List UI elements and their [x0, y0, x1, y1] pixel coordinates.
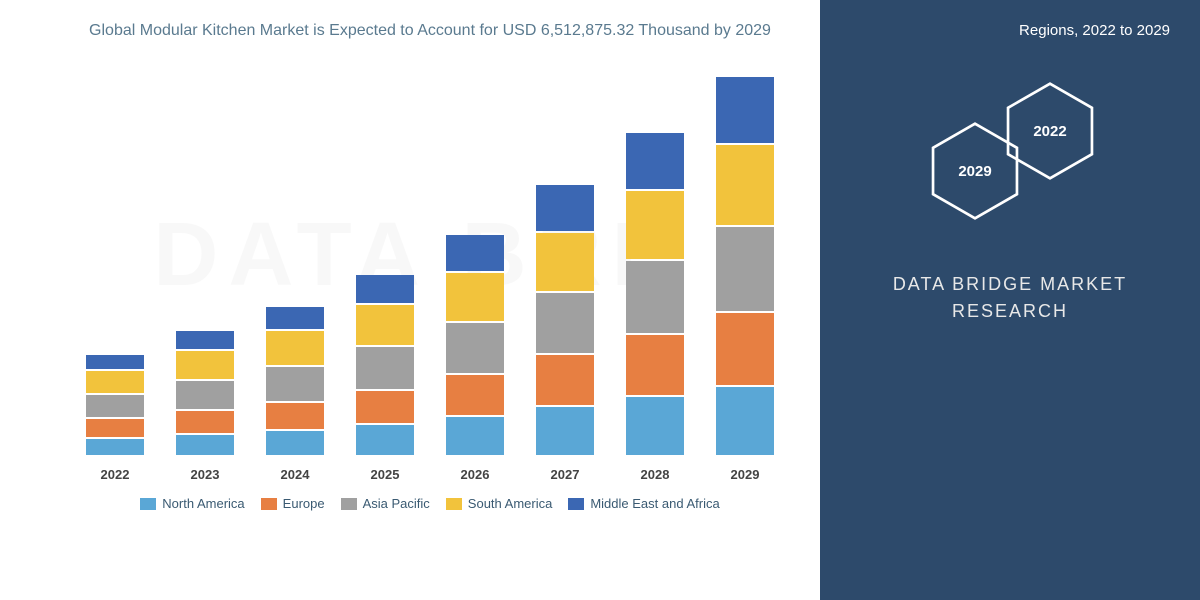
x-axis-label: 2028 [641, 467, 670, 482]
legend-swatch [446, 498, 462, 510]
stacked-bar [176, 331, 234, 457]
bar-segment [86, 395, 144, 417]
bar-segment [266, 367, 324, 401]
bar-group: 2027 [535, 185, 595, 482]
legend-swatch [261, 498, 277, 510]
stacked-bar [536, 185, 594, 457]
bar-segment [716, 145, 774, 225]
bar-segment [536, 233, 594, 291]
bar-segment [266, 331, 324, 365]
bar-segment [626, 335, 684, 395]
bar-segment [356, 275, 414, 303]
bar-group: 2025 [355, 275, 415, 482]
legend-label: North America [162, 496, 244, 511]
hexagon-group: 2029 2022 [910, 81, 1110, 241]
bar-group: 2023 [175, 331, 235, 482]
bar-segment [446, 273, 504, 321]
x-axis-label: 2029 [731, 467, 760, 482]
chart-title: Global Modular Kitchen Market is Expecte… [60, 20, 800, 42]
brand-title: DATA BRIDGE MARKET RESEARCH [850, 271, 1170, 325]
x-axis-label: 2022 [101, 467, 130, 482]
legend-item: Asia Pacific [341, 496, 430, 511]
bar-segment [446, 235, 504, 271]
legend: North America Europe Asia Pacific South Ame… [60, 496, 800, 511]
bar-segment [176, 411, 234, 433]
stacked-bar [626, 133, 684, 457]
bar-segment [536, 293, 594, 353]
stacked-bar [716, 77, 774, 457]
x-axis-label: 2026 [461, 467, 490, 482]
stacked-bar [446, 235, 504, 457]
bar-segment [626, 133, 684, 189]
bar-segment [86, 371, 144, 393]
bar-group: 2028 [625, 133, 685, 482]
legend-label: Asia Pacific [363, 496, 430, 511]
bar-segment [86, 419, 144, 437]
bar-group: 2022 [85, 355, 145, 482]
legend-swatch [140, 498, 156, 510]
hexagon-label: 2029 [958, 163, 991, 180]
bar-segment [716, 227, 774, 311]
legend-label: South America [468, 496, 553, 511]
legend-label: Europe [283, 496, 325, 511]
bar-segment [266, 431, 324, 455]
bar-segment [536, 407, 594, 455]
legend-item: Europe [261, 496, 325, 511]
bar-segment [626, 397, 684, 455]
x-axis-label: 2023 [191, 467, 220, 482]
bar-segment [536, 185, 594, 231]
bar-segment [176, 331, 234, 349]
bar-segment [716, 77, 774, 143]
bar-segment [716, 387, 774, 455]
bar-segment [536, 355, 594, 405]
bar-group: 2029 [715, 77, 775, 482]
panel-header: Regions, 2022 to 2029 [850, 20, 1170, 41]
legend-item: North America [140, 496, 244, 511]
bar-segment [176, 435, 234, 455]
bar-segment [356, 305, 414, 345]
legend-item: Middle East and Africa [568, 496, 719, 511]
bar-segment [266, 307, 324, 329]
legend-swatch [341, 498, 357, 510]
bar-segment [446, 323, 504, 373]
hexagon-label: 2022 [1033, 123, 1066, 140]
chart-panel: Global Modular Kitchen Market is Expecte… [0, 0, 820, 600]
hexagon-2022: 2022 [1005, 81, 1095, 181]
bar-segment [626, 261, 684, 333]
bar-segment [626, 191, 684, 259]
bar-segment [356, 425, 414, 455]
stacked-bar [356, 275, 414, 457]
x-axis-label: 2025 [371, 467, 400, 482]
bar-group: 2024 [265, 307, 325, 482]
bar-segment [266, 403, 324, 429]
bar-segment [176, 381, 234, 409]
bar-segment [446, 375, 504, 415]
stacked-bar [266, 307, 324, 457]
bar-segment [176, 351, 234, 379]
stacked-bar [86, 355, 144, 457]
bar-segment [86, 439, 144, 455]
legend-label: Middle East and Africa [590, 496, 719, 511]
info-panel: Regions, 2022 to 2029 2029 2022 DATA BRI… [820, 0, 1200, 600]
chart-area: 2022 2023 2024 2025 2026 2027 2028 2029 [60, 62, 800, 482]
x-axis-label: 2024 [281, 467, 310, 482]
legend-swatch [568, 498, 584, 510]
bar-segment [716, 313, 774, 385]
bar-segment [356, 347, 414, 389]
bar-segment [356, 391, 414, 423]
legend-item: South America [446, 496, 553, 511]
bar-group: 2026 [445, 235, 505, 482]
bar-segment [86, 355, 144, 369]
bar-segment [446, 417, 504, 455]
x-axis-label: 2027 [551, 467, 580, 482]
